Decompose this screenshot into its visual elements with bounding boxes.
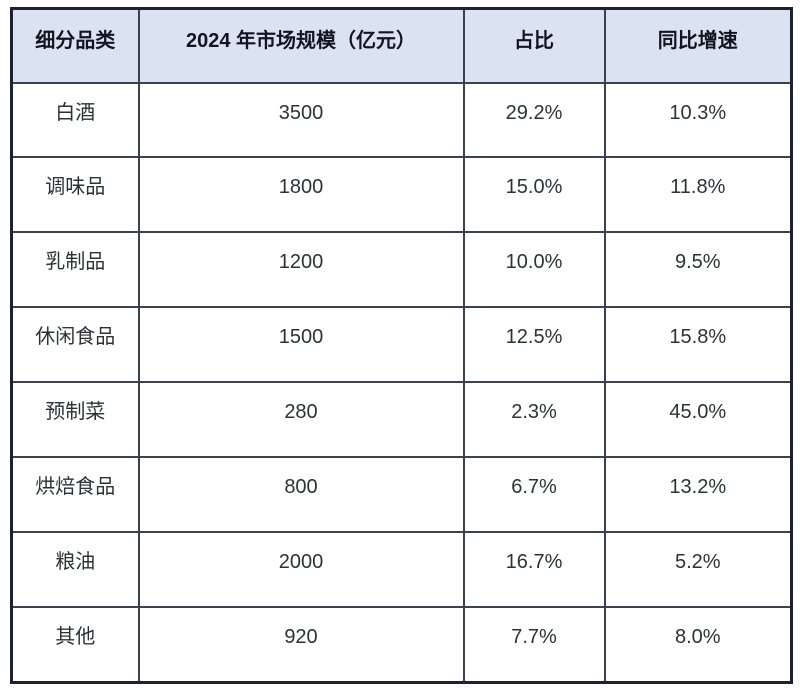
table-cell: 280 [137,381,465,458]
table-cell: 1800 [137,156,465,234]
table-header: 细分品类 2024 年市场规模（亿元） 占比 同比增速 [10,7,793,84]
table-cell: 29.2% [462,81,606,159]
table-cell: 2000 [137,530,465,608]
table-cell: 15.0% [462,156,606,234]
table-row: 粮油 2000 16.7% 5.2% [10,530,793,608]
table-row: 其他 920 7.7% 8.0% [10,605,793,684]
table-cell: 15.8% [603,306,793,384]
table-cell: 800 [137,455,465,533]
column-header-share: 占比 [462,7,606,84]
table-cell: 8.0% [603,605,793,684]
table-cell: 11.8% [603,156,793,234]
column-header-growth: 同比增速 [603,7,793,84]
table-row: 休闲食品 1500 12.5% 15.8% [10,306,793,384]
column-header-market-size: 2024 年市场规模（亿元） [137,7,465,84]
table-cell: 6.7% [462,455,606,533]
table-cell: 7.7% [462,605,606,684]
table-cell: 其他 [10,605,140,684]
table-cell: 1200 [137,231,465,309]
table-cell: 休闲食品 [10,306,140,384]
table-cell: 3500 [137,81,465,159]
table-cell: 16.7% [462,530,606,608]
table-cell: 2.3% [462,381,606,458]
table-body: 白酒 3500 29.2% 10.3% 调味品 1800 15.0% 11.8% 乳制品 1200… [10,81,793,684]
table-cell: 预制菜 [10,381,140,458]
table-row: 烘焙食品 800 6.7% 13.2% [10,455,793,533]
market-size-table: 细分品类 2024 年市场规模（亿元） 占比 同比增速 白酒 3500 29.2% 1… [10,7,793,684]
table-cell: 乳制品 [10,231,140,309]
table-cell: 10.0% [462,231,606,309]
table-cell: 45.0% [603,381,793,458]
table-cell: 920 [137,605,465,684]
table-cell: 调味品 [10,156,140,234]
table-row: 调味品 1800 15.0% 11.8% [10,156,793,234]
table-cell: 13.2% [603,455,793,533]
table-cell: 10.3% [603,81,793,159]
table-cell: 12.5% [462,306,606,384]
table-cell: 5.2% [603,530,793,608]
column-header-category: 细分品类 [10,7,140,84]
table-row: 白酒 3500 29.2% 10.3% [10,81,793,159]
table-cell: 9.5% [603,231,793,309]
table-cell: 白酒 [10,81,140,159]
table-row: 预制菜 280 2.3% 45.0% [10,381,793,458]
table-cell: 1500 [137,306,465,384]
table-cell: 烘焙食品 [10,455,140,533]
table-row: 乳制品 1200 10.0% 9.5% [10,231,793,309]
header-row: 细分品类 2024 年市场规模（亿元） 占比 同比增速 [10,7,793,84]
table-cell: 粮油 [10,530,140,608]
